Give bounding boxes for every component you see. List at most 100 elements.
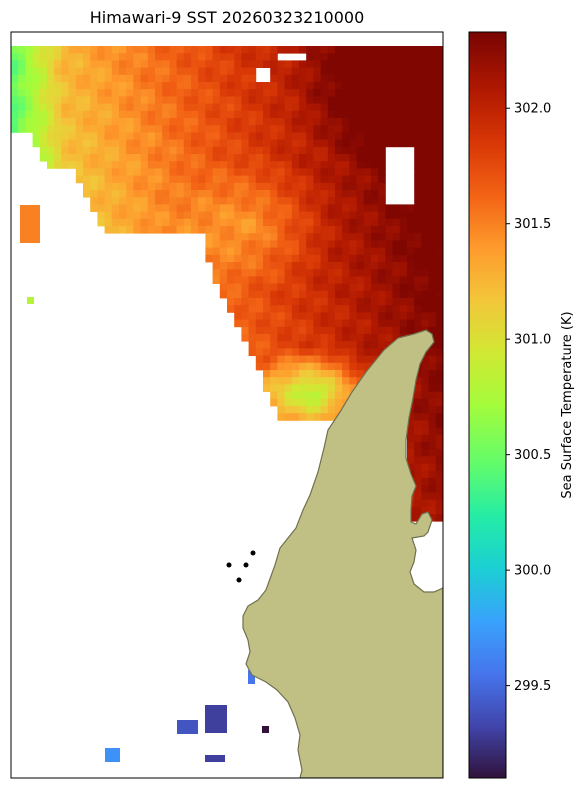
sst-cell [234,74,242,83]
sst-cell [414,154,422,162]
sst-cell [335,269,343,277]
sst-cell [414,384,422,392]
sst-cell [327,334,336,342]
sst-cell [349,326,357,335]
sst-cell [378,298,386,306]
sst-cell [119,226,127,234]
sst-cell [407,449,415,457]
sst-cell [399,247,408,256]
sst-cell [363,283,372,292]
sst-cell [299,283,307,292]
sst-cell [421,398,429,407]
sst-cell [306,125,314,133]
sst-cell [371,326,379,335]
sst-cell [162,197,170,205]
sst-cell [313,96,321,104]
sst-cell [435,218,443,227]
colorbar-tick-label: 302.0 [514,102,551,117]
sst-cell [140,190,149,198]
sst-cell [349,154,357,162]
sst-cell [342,326,350,335]
sst-cell [392,269,401,277]
sst-cell [270,247,278,256]
sst-cell [421,485,429,493]
sst-cell [371,53,379,61]
sst-cell [241,139,249,148]
sst-cell [421,182,429,191]
sst-cell [306,74,314,83]
sst-cell [327,53,336,61]
sst-cell [205,168,213,176]
sst-cell [342,197,350,205]
sst-cell [219,74,228,83]
sst-cell [428,211,437,220]
sst-cell [428,406,437,414]
sst-cell [378,89,386,97]
sst-cell [47,132,55,140]
sst-cell [306,67,314,76]
sst-cell [320,233,329,241]
sst-cell [212,182,221,191]
sst-cell [378,283,386,292]
sst-cell [212,46,221,54]
sst-cell [327,74,336,83]
sst-cell [342,82,350,90]
sst-cell [11,46,19,54]
sst-cell [126,168,134,176]
sst-cell [90,82,98,90]
sst-cell [399,240,408,248]
sst-cell [284,139,293,148]
sst-cell [407,312,415,320]
sst-cell [140,226,149,234]
sst-cell [205,132,213,140]
sst-cell [248,82,257,90]
sst-cell [147,74,156,83]
sst-cell [169,154,177,162]
sst-cell [428,103,437,112]
sst-cell [313,398,321,407]
sst-cell [234,305,242,313]
sst-cell [90,74,98,83]
sst-cell [385,262,393,270]
sst-cell [248,312,257,320]
sst-cell [47,60,55,68]
sst-cell [83,118,91,126]
sst-cell [363,154,372,162]
sst-cell [421,269,429,277]
sst-cell [219,168,228,176]
sst-cell [342,211,350,220]
sst-cell [104,132,113,140]
sst-cell [371,262,379,270]
sst-cell [320,110,329,119]
sst-cell [306,355,314,364]
sst-cell [385,319,393,328]
sst-cell [270,175,278,184]
sst-cell [342,348,350,356]
sst-cell [313,82,321,90]
sst-cell [234,190,242,198]
sst-cell [234,139,242,148]
sst-cell [291,146,300,155]
sst-cell [212,233,221,241]
sst-cell [407,103,415,112]
sst-cell [219,161,228,169]
sst-cell [75,175,84,184]
sst-cell [371,82,379,90]
sst-cell [90,46,98,54]
sst-cell [47,161,55,169]
sst-cell [335,384,343,392]
sst-cell [306,89,314,97]
sst-cell [284,190,293,198]
sst-cell [378,197,386,205]
sst-cell [399,218,408,227]
sst-cell [299,312,307,320]
sst-cell [241,161,249,169]
sst-cell [327,413,336,421]
sst-cell [291,139,300,148]
sst-cell [248,139,257,148]
sst-cell [306,110,314,119]
sst-cell [284,341,293,349]
sst-cell [248,60,257,68]
sst-cell [363,46,372,54]
sst-cell [25,96,33,104]
